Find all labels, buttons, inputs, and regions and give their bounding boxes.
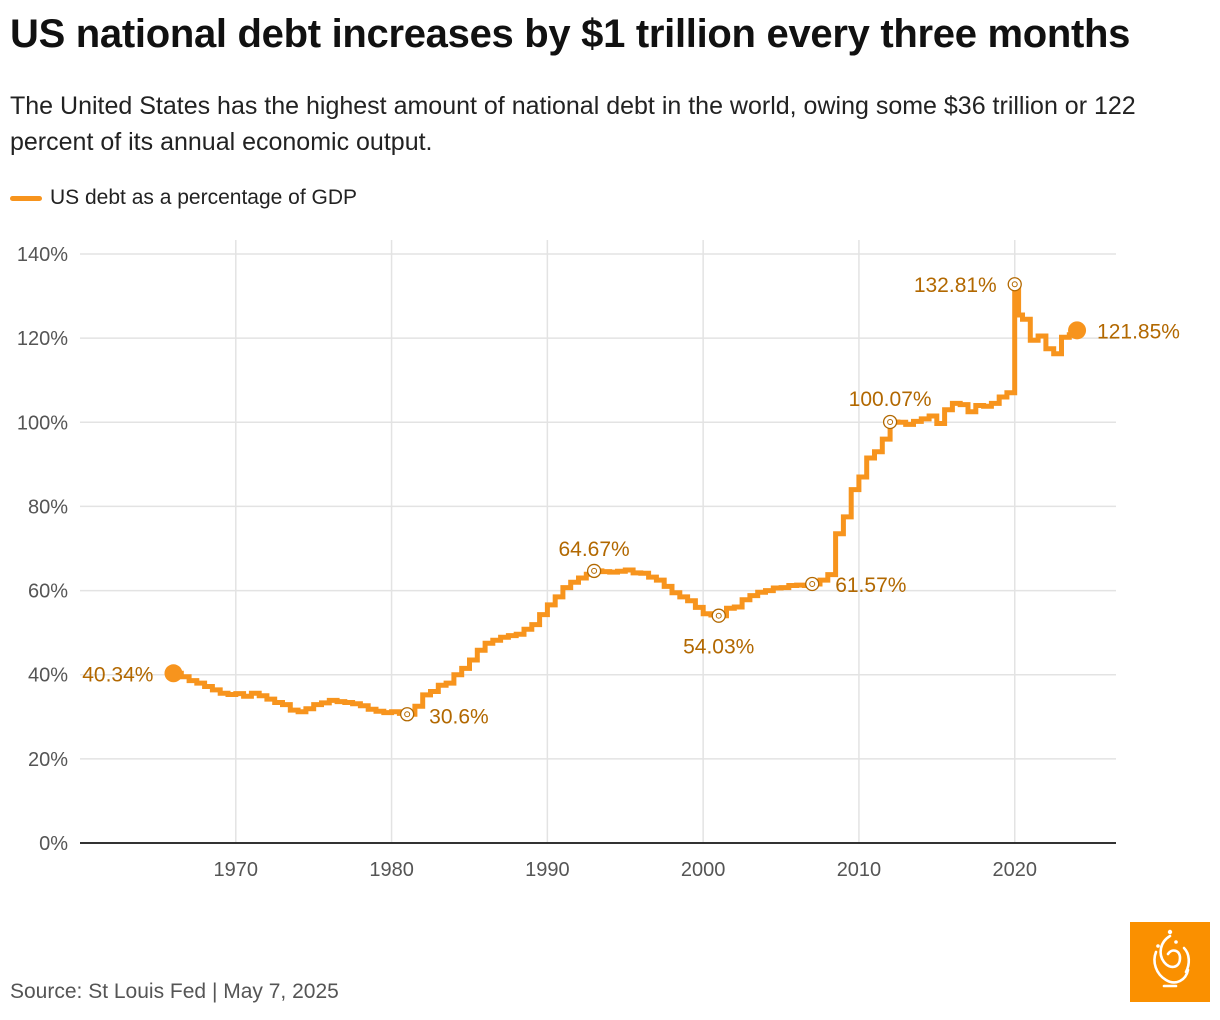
annotation-marker-open (805, 576, 820, 592)
x-tick-label: 2000 (681, 859, 726, 881)
annotation-label: 61.57% (835, 574, 906, 597)
annotation-label: 132.81% (914, 274, 997, 297)
y-tick-label: 60% (28, 581, 68, 603)
annotation-marker-dot (715, 612, 722, 619)
annotation-marker-filled (164, 664, 183, 683)
axis-ticks: 0% 20% 40% 60% 80% 100% 120% 140% 1970 1980 1990 20… (17, 244, 1037, 881)
line-chart: 0% 20% 40% 60% 80% 100% 120% 140% 1970 1980 1990 20… (17, 240, 1180, 881)
legend: US debt as a percentage of GDP (10, 186, 357, 210)
x-tick-label: 1970 (214, 859, 259, 881)
chart-subtitle: The United States has the highest amount… (10, 92, 1136, 156)
annotation-label: 30.6% (429, 705, 489, 728)
annotation-label: 64.67% (558, 538, 629, 561)
annotation-marker-open (882, 414, 898, 430)
x-tick-label: 1980 (369, 859, 414, 881)
annotation-marker-dot (591, 567, 598, 574)
annotation-marker-filled (1068, 321, 1087, 340)
annotation-marker-open (1007, 277, 1022, 292)
y-tick-label: 80% (28, 496, 68, 518)
legend-swatch (10, 195, 42, 201)
annotation-label: 100.07% (849, 388, 932, 411)
source-note: Source: St Louis Fed | May 7, 2025 (10, 980, 339, 1003)
annotation-marker-open (711, 608, 726, 623)
annotation-label: 54.03% (683, 636, 754, 659)
y-tick-label: 40% (28, 665, 68, 687)
annotation-marker-dot (809, 580, 816, 587)
annotation-marker-dot (404, 711, 411, 718)
chart-title: US national debt increases by $1 trillio… (10, 12, 1131, 56)
series-layer (173, 281, 1080, 717)
y-tick-label: 0% (39, 833, 68, 855)
y-tick-label: 120% (17, 328, 68, 350)
legend-label: US debt as a percentage of GDP (50, 186, 358, 209)
y-tick-label: 100% (17, 412, 68, 434)
annotation-label: 40.34% (82, 663, 153, 686)
annotations: 40.34% 30.6% 64.67% 54.03% 61.57% 100.07% 132.… (82, 274, 1180, 728)
y-tick-label: 140% (17, 244, 68, 266)
series-line (173, 281, 1080, 717)
annotation-marker-open (400, 707, 415, 722)
x-tick-label: 1990 (525, 859, 570, 881)
al-jazeera-logo-icon (1130, 922, 1210, 1002)
annotation-marker-dot (1011, 281, 1018, 288)
annotation-marker-dot (887, 418, 894, 425)
y-tick-label: 20% (28, 749, 68, 771)
annotation-label: 121.85% (1097, 320, 1180, 343)
annotation-marker-open (586, 563, 602, 579)
x-tick-label: 2020 (992, 859, 1037, 881)
x-tick-label: 2010 (837, 859, 882, 881)
grid (80, 240, 1116, 844)
